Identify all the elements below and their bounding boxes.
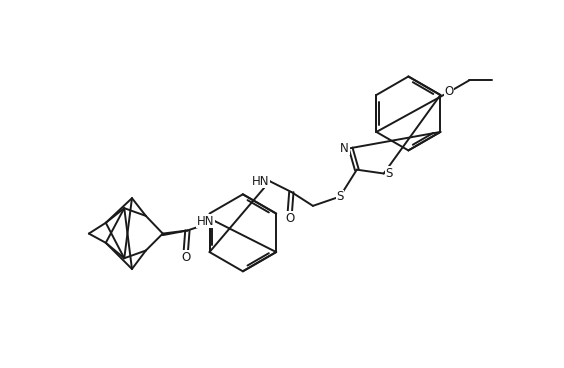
- Text: O: O: [285, 212, 294, 225]
- Text: HN: HN: [197, 215, 214, 228]
- Text: N: N: [340, 142, 349, 155]
- Text: O: O: [181, 251, 191, 263]
- Text: S: S: [336, 190, 343, 203]
- Text: HN: HN: [252, 175, 269, 188]
- Text: S: S: [385, 167, 393, 180]
- Text: O: O: [444, 85, 454, 98]
